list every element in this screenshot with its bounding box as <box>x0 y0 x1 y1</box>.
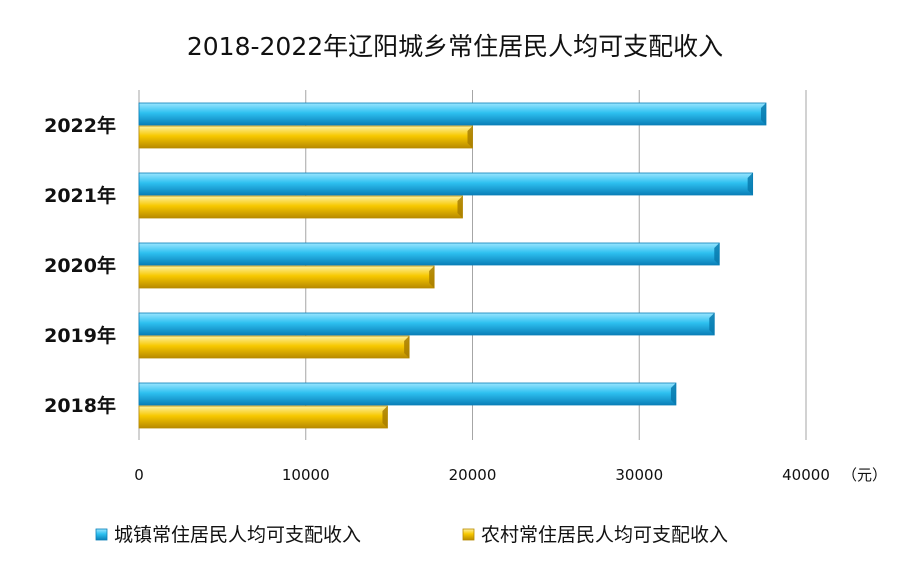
chart-title: 2018-2022年辽阳城乡常住居民人均可支配收入 <box>187 32 723 61</box>
bar-face <box>138 405 388 429</box>
legend-label-urban: 城镇常住居民人均可支配收入 <box>114 524 361 546</box>
x-unit-label: （元） <box>842 466 887 484</box>
bar-end-face <box>382 406 388 428</box>
bar-end-face <box>709 313 715 335</box>
category-labels: 2022年 2021年 2020年 2019年 2018年 <box>44 114 116 417</box>
category-label: 2020年 <box>44 254 116 277</box>
x-tick-label: 30000 <box>615 466 663 484</box>
bar-end-face <box>467 126 473 148</box>
bar-face <box>138 242 720 266</box>
legend-swatch-urban <box>95 528 108 541</box>
x-tick-label: 0 <box>134 466 144 484</box>
legend-label-rural: 农村常住居民人均可支配收入 <box>481 524 728 546</box>
bar <box>138 172 754 196</box>
legend: 城镇常住居民人均可支配收入 农村常住居民人均可支配收入 <box>95 524 728 546</box>
bar-face <box>138 335 410 359</box>
bar-face <box>138 265 435 289</box>
bars <box>138 102 767 429</box>
bar-face <box>138 382 677 406</box>
x-tick-label: 40000 <box>782 466 830 484</box>
bar <box>138 265 435 289</box>
bar-end-face <box>747 173 753 195</box>
bar-face <box>138 195 463 219</box>
bar <box>138 195 463 219</box>
category-label: 2018年 <box>44 394 116 417</box>
bar-face <box>138 172 754 196</box>
bar-face <box>138 125 473 149</box>
category-label: 2021年 <box>44 184 116 207</box>
category-label: 2022年 <box>44 114 116 137</box>
category-label: 2019年 <box>44 324 116 347</box>
legend-swatch-rural <box>462 528 475 541</box>
bar <box>138 125 473 149</box>
x-tick-label: 20000 <box>449 466 497 484</box>
bar <box>138 312 715 336</box>
bar <box>138 242 720 266</box>
bar-end-face <box>429 266 435 288</box>
bar-face <box>138 312 715 336</box>
bar-end-face <box>404 336 410 358</box>
bar <box>138 335 410 359</box>
bar-end-face <box>457 196 463 218</box>
bar <box>138 382 677 406</box>
x-tick-label: 10000 <box>282 466 330 484</box>
bar-end-face <box>760 103 766 125</box>
bar-end-face <box>714 243 720 265</box>
bar <box>138 102 767 126</box>
bar-face <box>138 102 767 126</box>
x-tick-labels: 0 10000 20000 30000 40000 <box>134 466 830 484</box>
bar <box>138 405 388 429</box>
bar-end-face <box>670 383 676 405</box>
